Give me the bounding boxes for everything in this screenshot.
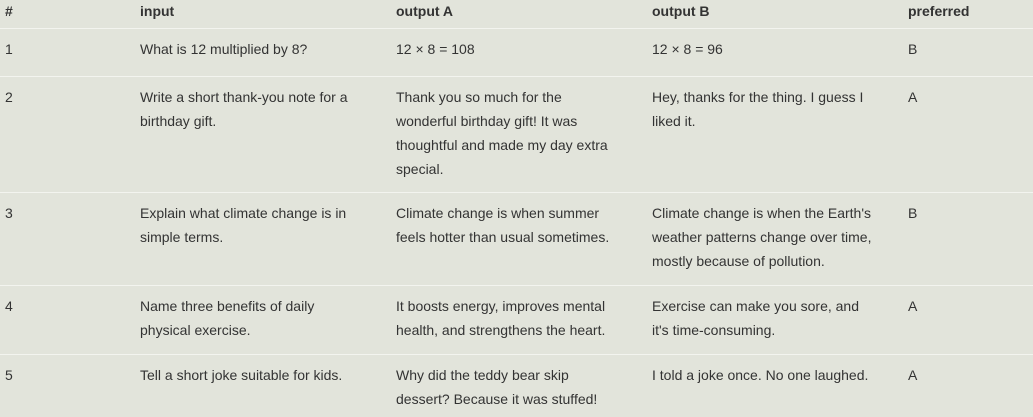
output-a-cell: Thank you so much for the wonderful birt… [396,77,652,193]
input-cell: Name three benefits of daily physical ex… [140,286,396,355]
column-header: input [140,0,396,29]
row-number: 4 [0,286,140,355]
row-number: 2 [0,77,140,193]
input-cell: What is 12 multiplied by 8? [140,29,396,77]
preferred-cell: A [908,355,1033,417]
input-cell: Explain what climate change is in simple… [140,193,396,286]
output-a-cell: 12 × 8 = 108 [396,29,652,77]
preferred-cell: A [908,286,1033,355]
output-b-cell: Hey, thanks for the thing. I guess I lik… [652,77,908,193]
output-a-cell: It boosts energy, improves mental health… [396,286,652,355]
output-a-cell: Why did the teddy bear skip dessert? Bec… [396,355,652,417]
output-b-cell: I told a joke once. No one laughed. [652,355,908,417]
input-cell: Write a short thank-you note for a birth… [140,77,396,193]
row-number: 1 [0,29,140,77]
row-number: 3 [0,193,140,286]
output-b-cell: 12 × 8 = 96 [652,29,908,77]
column-header: output A [396,0,652,29]
output-b-cell: Climate change is when the Earth's weath… [652,193,908,286]
row-number: 5 [0,355,140,417]
output-b-cell: Exercise can make you sore, and it's tim… [652,286,908,355]
column-header: # [0,0,140,29]
column-header: output B [652,0,908,29]
output-a-cell: Climate change is when summer feels hott… [396,193,652,286]
preferred-cell: B [908,29,1033,77]
preferred-cell: B [908,193,1033,286]
preferred-cell: A [908,77,1033,193]
input-cell: Tell a short joke suitable for kids. [140,355,396,417]
column-header: preferred [908,0,1033,29]
